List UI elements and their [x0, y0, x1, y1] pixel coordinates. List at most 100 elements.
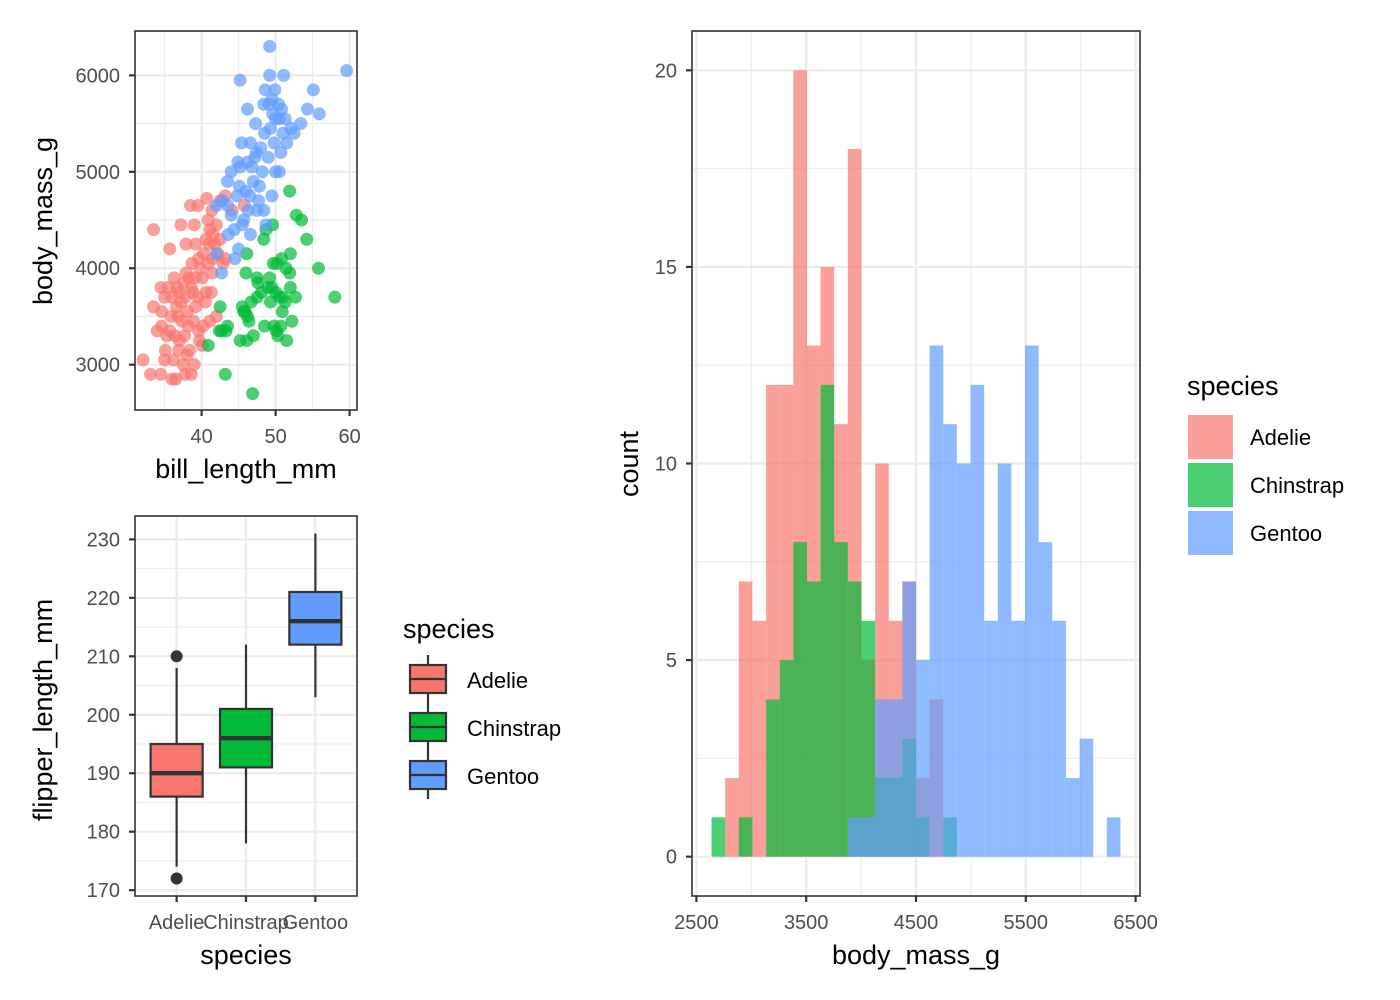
scatter-point-gentoo — [255, 165, 269, 179]
scatter-point-chinstrap — [283, 247, 297, 261]
scatter-y-tick-label: 6000 — [76, 65, 121, 87]
histogram-x-tick-label: 3500 — [784, 912, 829, 934]
scatter-point-adelie — [161, 281, 175, 295]
scatter-point-adelie — [189, 237, 203, 251]
scatter-x-tick-label: 50 — [264, 426, 286, 448]
scatter-point-gentoo — [215, 266, 229, 280]
scatter-point-adelie — [144, 367, 158, 381]
scatter-y-tick-label: 5000 — [76, 162, 121, 184]
scatter-point-chinstrap — [328, 290, 342, 304]
scatter-point-gentoo — [243, 136, 257, 150]
histogram-bar-chinstrap — [711, 817, 726, 857]
scatter-point-adelie — [186, 314, 200, 328]
scatter-point-chinstrap — [263, 295, 277, 309]
boxplot-legend-key-gentoo — [408, 751, 448, 799]
scatter-point-chinstrap — [274, 319, 288, 333]
scatter-point-adelie — [155, 305, 169, 319]
boxplot-x-tick-label: Adelie — [149, 912, 205, 934]
scatter-point-gentoo — [312, 107, 326, 121]
histogram-legend-swatch-chinstrap — [1188, 463, 1233, 507]
boxplot-y-tick-label: 230 — [87, 529, 120, 551]
scatter-point-gentoo — [277, 68, 291, 82]
scatter-point-gentoo — [280, 136, 294, 150]
boxplot-x-tick-label: Chinstrap — [203, 912, 289, 934]
scatter-point-chinstrap — [295, 213, 308, 227]
boxplot-outlier-adelie — [170, 872, 183, 885]
scatter-point-gentoo — [294, 117, 308, 131]
scatter-point-adelie — [147, 223, 160, 237]
scatter-point-adelie — [174, 295, 188, 309]
scatter-point-gentoo — [237, 213, 251, 227]
boxplot-y-tick-label: 210 — [87, 646, 120, 668]
histogram-bar-chinstrap — [806, 581, 821, 857]
scatter-point-gentoo — [267, 136, 281, 150]
scatter-point-gentoo — [259, 218, 273, 232]
scatter-point-gentoo — [240, 102, 254, 116]
boxplot-legend-label: Gentoo — [467, 764, 539, 789]
histogram-bar-gentoo — [984, 620, 998, 857]
scatter-point-chinstrap — [246, 387, 260, 401]
scatter-point-adelie — [172, 343, 186, 357]
histogram-bar-adelie — [725, 778, 739, 857]
histogram-y-tick-label: 5 — [666, 650, 677, 672]
scatter-point-gentoo — [233, 73, 247, 87]
scatter-point-adelie — [154, 367, 168, 381]
scatter-point-gentoo — [287, 126, 301, 140]
scatter-point-gentoo — [263, 39, 277, 53]
scatter-point-gentoo — [243, 227, 257, 241]
histogram-legend: species Adelie Chinstrap Gentoo — [1187, 371, 1344, 555]
histogram-legend-title: species — [1187, 371, 1279, 401]
histogram-x-tick-label: 2500 — [674, 912, 719, 934]
scatter-panel-border — [134, 30, 358, 411]
histogram-bar-chinstrap — [861, 620, 876, 857]
scatter-point-gentoo — [272, 165, 286, 179]
boxplot-y-tick-label: 190 — [87, 763, 120, 785]
scatter-x-tick-label: 40 — [190, 426, 212, 448]
scatter-point-gentoo — [269, 112, 283, 126]
histogram-panel: 2500 3500 4500 5500 6500 0 5 10 15 20 body_mass_g… — [614, 30, 1344, 970]
histogram-bar-gentoo — [861, 817, 876, 857]
histogram-bar-chinstrap — [779, 660, 794, 857]
scatter-x-axis-title: bill_length_mm — [155, 454, 337, 484]
histogram-axes: 2500 3500 4500 5500 6500 0 5 10 15 20 — [655, 60, 1158, 934]
boxplot-y-axis-title: flipper_length_mm — [28, 599, 58, 821]
scatter-point-gentoo — [252, 194, 266, 208]
scatter-point-gentoo — [265, 189, 279, 203]
histogram-bar-gentoo — [997, 463, 1012, 857]
scatter-point-adelie — [158, 343, 172, 357]
scatter-point-adelie — [187, 218, 201, 232]
histogram-legend-label: Adelie — [1250, 425, 1311, 450]
histogram-x-tick-label: 4500 — [894, 912, 939, 934]
scatter-point-gentoo — [235, 136, 249, 150]
histogram-y-axis-title: count — [614, 430, 644, 497]
histogram-y-tick-label: 20 — [655, 60, 677, 82]
scatter-point-gentoo — [249, 117, 263, 131]
scatter-point-gentoo — [249, 146, 263, 160]
histogram-bar-adelie — [738, 581, 753, 857]
scatter-point-adelie — [191, 199, 205, 213]
histogram-bar-gentoo — [888, 699, 903, 857]
histogram-bar-chinstrap — [738, 817, 753, 857]
scatter-point-chinstrap — [283, 266, 297, 280]
boxplot-x-tick-label: Gentoo — [283, 912, 349, 934]
scatter-point-adelie — [204, 285, 218, 299]
boxplot-panel: AdelieChinstrapGentoo1701801902002102202… — [28, 515, 561, 970]
scatter-point-gentoo — [230, 189, 244, 203]
scatter-point-chinstrap — [258, 319, 271, 333]
scatter-point-adelie — [169, 372, 183, 386]
scatter-point-gentoo — [231, 155, 245, 169]
scatter-point-adelie — [163, 242, 177, 256]
scatter-point-chinstrap — [280, 334, 294, 348]
scatter-point-adelie — [174, 218, 188, 232]
scatter-point-chinstrap — [300, 232, 314, 246]
scatter-points — [136, 39, 354, 401]
scatter-point-adelie — [179, 266, 193, 280]
scatter-point-chinstrap — [201, 338, 215, 352]
scatter-point-chinstrap — [246, 329, 260, 343]
scatter-point-chinstrap — [218, 367, 232, 381]
histogram-bar-gentoo — [1038, 542, 1053, 857]
scatter-point-gentoo — [257, 203, 271, 217]
scatter-point-gentoo — [209, 247, 223, 261]
scatter-y-axis-title: body_mass_g — [28, 137, 58, 305]
scatter-point-gentoo — [340, 64, 354, 78]
